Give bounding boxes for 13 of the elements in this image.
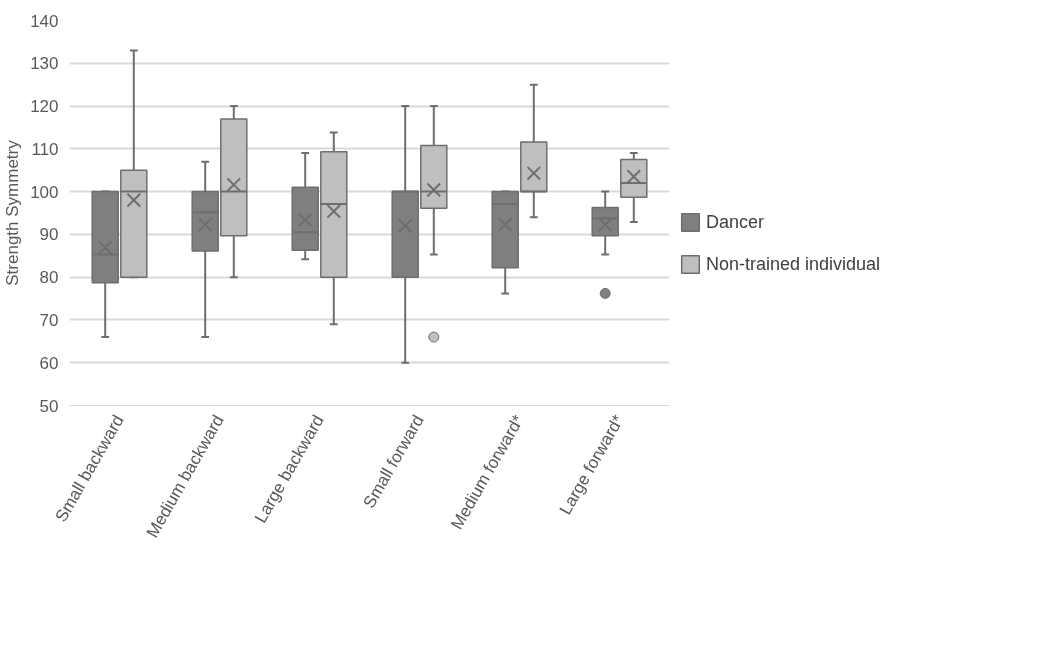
y-tick-label: 60: [39, 353, 59, 373]
y-tick-label: 100: [30, 182, 59, 202]
y-tick-label: 50: [39, 396, 59, 416]
y-tick-label: 90: [39, 225, 59, 245]
y-tick-label: 140: [30, 11, 59, 31]
legend-label: Non-trained individual: [706, 253, 881, 275]
y-tick-label: 80: [39, 268, 59, 288]
y-tick-label: 120: [30, 97, 59, 117]
y-tick-label: 70: [39, 310, 59, 330]
y-tick-label: 130: [30, 54, 59, 74]
y-tick-label: 110: [31, 139, 59, 159]
y-axis-title: Strength Symmetry: [3, 139, 23, 286]
legend-label: Dancer: [706, 211, 765, 233]
